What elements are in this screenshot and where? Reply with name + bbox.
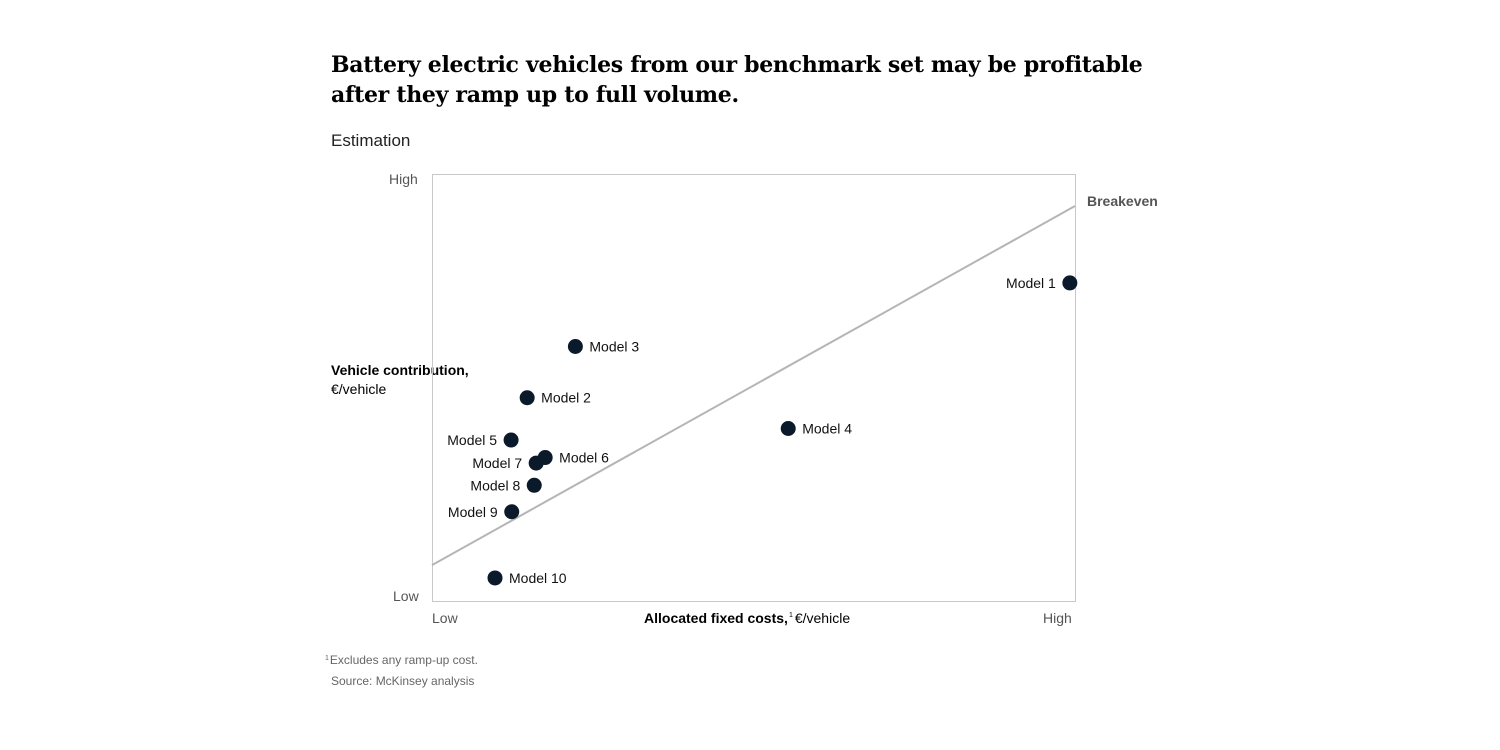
data-point: Model 7 [472, 455, 544, 471]
data-point-marker [487, 570, 503, 586]
data-point-marker [528, 455, 544, 471]
data-point-marker [567, 339, 583, 355]
breakeven-line [431, 205, 1076, 567]
source-note: Source: McKinsey analysis [331, 674, 475, 688]
x-axis-label: Allocated fixed costs,1 €/vehicle [644, 610, 850, 626]
data-point-label: Model 9 [448, 504, 498, 520]
chart-title: Battery electric vehicles from our bench… [331, 52, 1143, 108]
x-tick-low: Low [432, 610, 458, 626]
footnote-marker: 1 [325, 655, 329, 662]
chart-subtitle: Estimation [331, 131, 411, 150]
footnote-text: Excludes any ramp-up cost. [329, 653, 478, 667]
data-point: Model 8 [470, 477, 542, 493]
y-tick-low: Low [393, 588, 419, 604]
data-point: Model 9 [448, 504, 520, 520]
breakeven-label: Breakeven [1087, 193, 1158, 209]
data-point-label: Model 7 [472, 455, 522, 471]
x-axis-label-title: Allocated fixed costs, [644, 610, 788, 626]
data-point-marker [504, 504, 520, 520]
x-tick-high: High [1043, 610, 1072, 626]
data-point: Model 4 [780, 420, 852, 436]
data-point-marker [780, 420, 796, 436]
data-point: Model 1 [1006, 275, 1078, 291]
data-point-label: Model 4 [802, 420, 852, 436]
data-point-label: Model 8 [470, 477, 520, 493]
data-point-label: Model 2 [541, 390, 591, 406]
x-axis-label-unit: €/vehicle [794, 610, 851, 626]
data-point: Model 3 [567, 339, 639, 355]
data-point: Model 2 [519, 390, 591, 406]
data-point-label: Model 10 [509, 570, 567, 586]
data-point-marker [503, 432, 519, 448]
footnote: 1Excludes any ramp-up cost. [325, 653, 478, 667]
data-point: Model 5 [447, 432, 519, 448]
data-point-marker [1062, 275, 1078, 291]
plot-area-frame [432, 174, 1076, 602]
data-points: Model 1 Model 2 Model 3 Model 4 Model 5 Model… [447, 275, 1078, 586]
x-axis-footnote-marker: 1 [788, 612, 793, 619]
data-point-label: Model 5 [447, 432, 497, 448]
y-tick-high: High [389, 171, 418, 187]
data-point-marker [519, 390, 535, 406]
data-point-label: Model 3 [589, 339, 639, 355]
data-point: Model 10 [487, 570, 567, 586]
data-point: Model 6 [537, 450, 609, 466]
data-point-label: Model 6 [559, 450, 609, 466]
data-point-label: Model 1 [1006, 275, 1056, 291]
y-axis-label: Vehicle contribution, €/vehicle [331, 361, 469, 398]
y-axis-label-title: Vehicle contribution, [331, 362, 469, 378]
y-axis-label-unit: €/vehicle [331, 380, 387, 397]
data-point-marker [526, 477, 542, 493]
